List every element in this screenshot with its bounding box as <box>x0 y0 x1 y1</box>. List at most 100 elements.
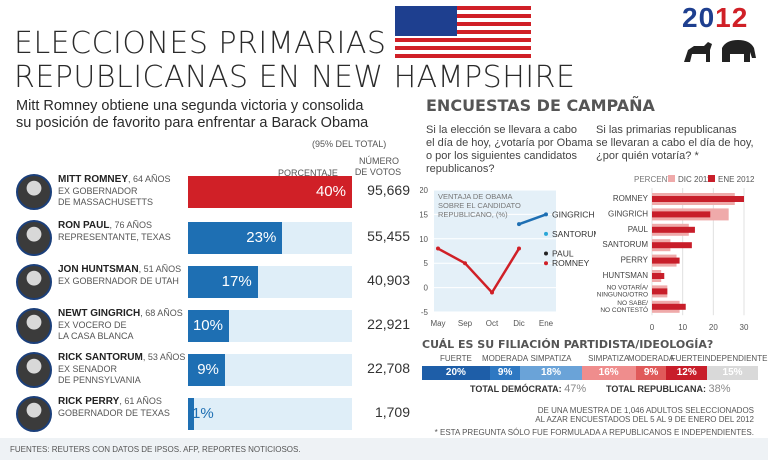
question-2-line-1: Si las primarias republicanas <box>596 124 737 136</box>
category-label: NINGUNO/OTRO <box>597 291 648 298</box>
category-label: HUNTSMAN <box>603 271 649 280</box>
affiliation-segment: 9% <box>489 366 521 380</box>
question-2: Si las primarias republicanas se llevara… <box>596 124 754 163</box>
series-label: ROMNEY <box>552 258 590 268</box>
y-tick-label: 15 <box>420 210 429 219</box>
x-tick-label: Oct <box>486 319 499 328</box>
pct-label: 23% <box>246 229 277 246</box>
data-point <box>517 246 521 251</box>
pct-label: 1% <box>192 405 214 422</box>
candidate-desc: REPRESENTANTE, TEXAS <box>58 232 188 243</box>
candidate-row: RICK PERRY, 61 AÑOS GOBERNADOR DE TEXAS 1%… <box>12 394 410 434</box>
rep-total-label: TOTAL REPUBLICANA: <box>606 384 706 394</box>
candidate-age: , 51 AÑOS <box>138 264 182 274</box>
candidate-desc-1: GOBERNADOR DE TEXAS <box>58 408 170 418</box>
surveys-heading: ENCUESTAS DE CAMPAÑA <box>426 96 655 115</box>
vote-count: 55,455 <box>367 228 410 244</box>
subtitle-line-2: su posición de favorito para enfrentar a… <box>16 115 369 131</box>
candidate-row: RICK SANTORUM, 53 AÑOS EX SENADOR DE PENNS… <box>12 350 410 390</box>
legend-swatch-dic <box>668 175 675 182</box>
affiliation-segment: 9% <box>635 366 667 380</box>
x-axis-title: PERCENT <box>634 175 672 184</box>
pct-track: 9% <box>188 354 352 386</box>
line-chart-bg <box>434 190 556 312</box>
candidate-row: NEWT GINGRICH, 68 AÑOS EX VOCERO DE LA CAS… <box>12 306 410 346</box>
category-label: NO VOTARÍA/ <box>607 282 649 291</box>
affiliation-label: SIMPATIZA <box>588 354 630 363</box>
candidate-name: NEWT GINGRICH, 68 AÑOS <box>58 308 183 319</box>
footnote: * ESTA PREGUNTA SÓLO FUE FORMULADA A REP… <box>434 428 754 437</box>
category-label: GINGRICH <box>608 209 648 218</box>
bar-ene-2012 <box>652 226 695 233</box>
x-tick-label: 0 <box>650 323 655 332</box>
dem-total-value: 47% <box>564 383 587 395</box>
series-line <box>518 213 547 226</box>
vote-count: 95,669 <box>367 182 410 198</box>
series-label: SANTORUM <box>552 229 596 239</box>
candidate-name: RICK PERRY, 61 AÑOS <box>58 396 162 407</box>
category-label: SANTORUM <box>602 240 648 249</box>
candidate-desc-2: DE MASSACHUSETTS <box>58 197 154 207</box>
footer-band <box>0 438 768 460</box>
candidate-desc-2: DE PENNSYLVANIA <box>58 375 141 385</box>
bar-ene-2012 <box>652 257 680 264</box>
question-2-line-3: ¿por quién votaría? * <box>596 150 699 162</box>
year-part-1: 20 <box>682 2 716 33</box>
line-note-1: VENTAJA DE OBAMA <box>438 192 513 201</box>
pct-track: 17% <box>188 266 352 298</box>
sample-line-2: AL AZAR ENCUESTADOS DEL 5 AL 9 DE ENERO … <box>535 415 754 424</box>
vote-count: 22,921 <box>367 316 410 332</box>
candidate-desc-1: EX GOBERNADOR <box>58 186 138 196</box>
y-tick-label: 5 <box>424 259 429 268</box>
data-point <box>436 246 440 251</box>
affiliation-segment: 20% <box>422 366 490 380</box>
candidate-name-text: MITT ROMNEY <box>58 174 128 185</box>
title-line-1: ELECCIONES PRIMARIAS <box>14 26 387 61</box>
candidate-desc: GOBERNADOR DE TEXAS <box>58 408 188 419</box>
candidate-desc: EX SENADOR DE PENNSYLVANIA <box>58 364 188 386</box>
x-tick-label: 10 <box>678 323 687 332</box>
question-2-line-2: se llevaran a cabo el día de hoy, <box>596 137 754 149</box>
x-tick-label: May <box>430 319 445 328</box>
question-1-line-2: el día de hoy, ¿votaría por Obama <box>426 137 593 149</box>
pct-label: 10% <box>192 317 223 334</box>
candidate-desc-1: EX SENADOR <box>58 364 118 374</box>
pct-track: 40% <box>188 176 352 208</box>
candidate-photo <box>16 396 52 432</box>
title-line-2: REPUBLICANAS EN NEW HAMPSHIRE <box>14 60 576 95</box>
candidate-name: JON HUNTSMAN, 51 AÑOS <box>58 264 181 275</box>
vote-count: 40,903 <box>367 272 410 288</box>
pct-label: 17% <box>221 273 252 290</box>
candidate-name-text: RICK PERRY <box>58 396 120 407</box>
year-badge: 2012 <box>682 2 748 34</box>
data-point <box>544 251 548 256</box>
bar-ene-2012 <box>652 196 744 202</box>
pct-bar: 1% <box>188 398 214 430</box>
candidate-age: , 61 AÑOS <box>119 396 162 406</box>
pct-bar: 9% <box>188 354 225 386</box>
x-tick-label: 30 <box>740 323 749 332</box>
candidate-photo <box>16 308 52 344</box>
legend-swatch-ene <box>708 175 715 182</box>
candidate-name: RICK SANTORUM, 53 AÑOS <box>58 352 185 363</box>
category-label: NO CONTESTÓ <box>600 305 648 314</box>
candidate-desc: EX GOBERNADOR DE UTAH <box>58 276 188 287</box>
x-tick-label: Sep <box>458 319 473 328</box>
col-header-votes-1: NÚMERO <box>359 156 399 166</box>
col-header-votes-2: DE VOTOS <box>354 167 402 177</box>
col-header-pct: PORCENTAJE <box>278 168 338 178</box>
candidate-photo <box>16 174 52 210</box>
y-tick-label: 0 <box>424 284 429 293</box>
category-label: PERRY <box>621 256 649 265</box>
pct-label: 40% <box>315 183 346 200</box>
affiliation-segment: 12% <box>666 366 708 380</box>
affiliation-label: MODERADA <box>627 354 675 363</box>
sample-line-1: DE UNA MUESTRA DE 1,046 ADULTOS SELECCIO… <box>537 406 754 415</box>
candidate-photo <box>16 352 52 388</box>
total-note: (95% DEL TOTAL) <box>312 139 387 149</box>
sample-note: DE UNA MUESTRA DE 1,046 ADULTOS SELECCIO… <box>535 406 754 424</box>
question-1-line-4: republicanos? <box>426 163 495 175</box>
bar-ene-2012 <box>652 288 668 295</box>
subtitle-line-1: Mitt Romney obtiene una segunda victoria… <box>16 98 364 114</box>
legend-label: ENE 2012 <box>718 175 755 184</box>
